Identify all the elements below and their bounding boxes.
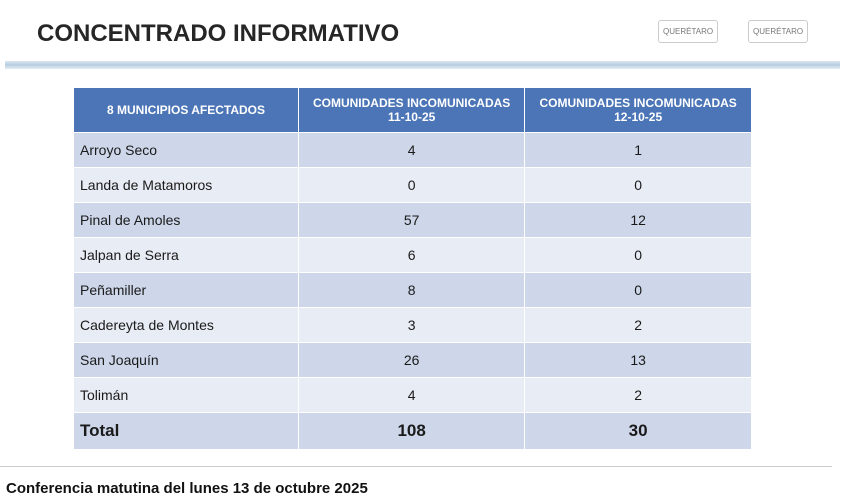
cell-name: Pinal de Amoles xyxy=(73,202,299,238)
cell-number: 57 xyxy=(297,202,526,238)
cell-name: Tolimán xyxy=(73,377,299,413)
cell-name: Jalpan de Serra xyxy=(73,237,299,273)
cell-number: 30 xyxy=(524,412,752,450)
logo: QUERÉTARO xyxy=(748,20,809,43)
table-row: San Joaquín 26 13 xyxy=(73,342,752,378)
cell-name: Peñamiller xyxy=(73,272,299,308)
table-row: Landa de Matamoros 0 0 xyxy=(73,167,752,203)
cell-number: 6 xyxy=(297,237,526,273)
header-row: 8 MUNICIPIOS AFECTADOS COMUNIDADES INCOMU… xyxy=(73,87,752,133)
column-header: COMUNIDADES INCOMUNICADAS 12-10-25 xyxy=(524,87,752,133)
cell-number: 2 xyxy=(524,377,752,413)
cell-number: 0 xyxy=(524,167,752,203)
cell-number: 1 xyxy=(524,132,752,168)
table-row: Jalpan de Serra 6 0 xyxy=(73,237,752,273)
cell-number: 4 xyxy=(297,377,526,413)
cell-name: Arroyo Seco xyxy=(73,132,299,168)
cell-number: 26 xyxy=(297,342,526,378)
cell-number: 2 xyxy=(524,307,752,343)
cell-number: 3 xyxy=(297,307,526,343)
cell-number: 8 xyxy=(297,272,526,308)
table-row: Tolimán 4 2 xyxy=(73,377,752,413)
cell-name: Landa de Matamoros xyxy=(73,167,299,203)
cell-number: 12 xyxy=(524,202,752,238)
cell-number: 4 xyxy=(297,132,526,168)
cell-number: 108 xyxy=(297,412,526,450)
data-table: 8 MUNICIPIOS AFECTADOS COMUNIDADES INCOMU… xyxy=(73,87,752,450)
cell-name: San Joaquín xyxy=(73,342,299,378)
divider xyxy=(0,466,832,467)
cell-number: 13 xyxy=(524,342,752,378)
title: CONCENTRADO INFORMATIVO xyxy=(37,20,400,47)
table-row: Arroyo Seco 4 1 xyxy=(73,132,752,168)
table-row: Cadereyta de Montes 3 2 xyxy=(73,307,752,343)
table-row: Pinal de Amoles 57 12 xyxy=(73,202,752,238)
column-header: 8 MUNICIPIOS AFECTADOS xyxy=(73,87,299,133)
header-band xyxy=(5,61,840,69)
column-header: COMUNIDADES INCOMUNICADAS 11-10-25 xyxy=(297,87,526,133)
cell-number: 0 xyxy=(524,237,752,273)
cell-name: Cadereyta de Montes xyxy=(73,307,299,343)
cell-name: Total xyxy=(73,412,299,450)
logo: QUERÉTARO xyxy=(658,20,719,43)
cell-number: 0 xyxy=(297,167,526,203)
table-row: Total 108 30 xyxy=(73,412,752,450)
caption: Conferencia matutina del lunes 13 de oct… xyxy=(6,480,368,497)
cell-number: 0 xyxy=(524,272,752,308)
table-row: Peñamiller 8 0 xyxy=(73,272,752,308)
